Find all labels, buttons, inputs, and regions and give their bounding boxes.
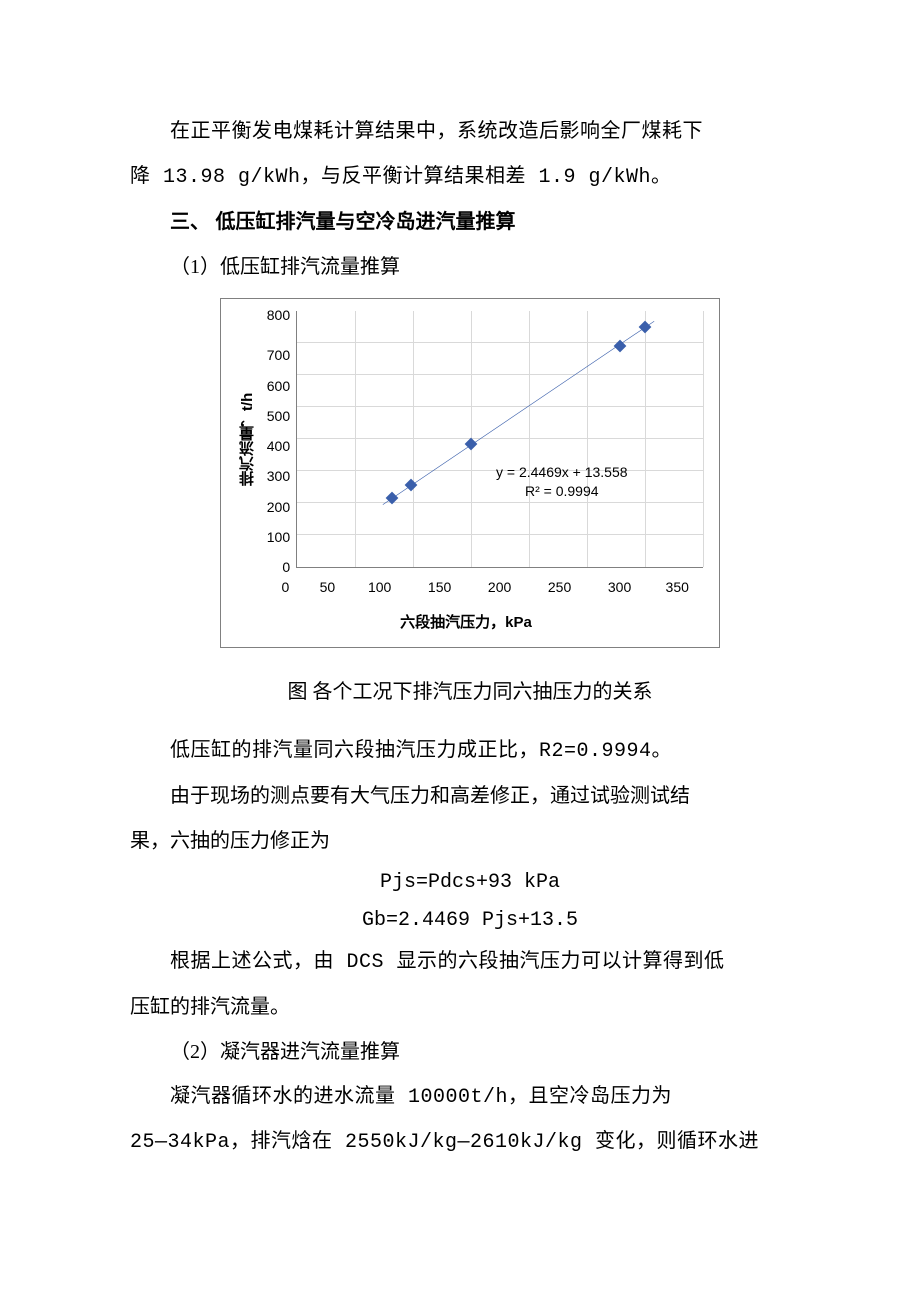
page: 在正平衡发电煤耗计算结果中，系统改造后影响全厂煤耗下 降 13.98 g/kWh…: [0, 0, 920, 1225]
xtick: 200: [488, 572, 511, 604]
scatter-chart: 排汽流量，t/h 800 700 600 500 400 300 200 100…: [220, 298, 720, 648]
chart-yticks: 800 700 600 500 400 300 200 100 0: [267, 311, 296, 567]
chart-container: 排汽流量，t/h 800 700 600 500 400 300 200 100…: [220, 298, 720, 648]
para-3a: 由于现场的测点要有大气压力和高差修正，通过试验测试结: [130, 774, 810, 819]
xtick: 300: [608, 572, 631, 604]
subheading-2: （2）凝汽器进汽流量推算: [130, 1030, 810, 1075]
para-3b: 果，六抽的压力修正为: [130, 819, 810, 864]
heading-3: 三、 低压缸排汽量与空冷岛进汽量推算: [130, 200, 810, 245]
xtick: 150: [428, 572, 451, 604]
xtick: 100: [368, 572, 391, 604]
ytick: 100: [267, 530, 290, 544]
para-4b: 压缸的排汽流量。: [130, 985, 810, 1030]
ytick: 400: [267, 439, 290, 453]
chart-xticks: 0 50 100 150 200 250 300 350: [283, 572, 703, 604]
xtick: 250: [548, 572, 571, 604]
para-1a: 在正平衡发电煤耗计算结果中，系统改造后影响全厂煤耗下: [130, 110, 810, 155]
xtick: 350: [666, 572, 689, 604]
chart-equation: y = 2.4469x + 13.558 R² = 0.9994: [496, 463, 628, 501]
para-5b: 25—34kPa，排汽焓在 2550kJ/kg—2610kJ/kg 变化，则循环…: [130, 1120, 810, 1165]
ytick: 500: [267, 409, 290, 423]
ytick: 700: [267, 348, 290, 362]
formula-2: Gb=2.4469 Pjs+13.5: [130, 902, 810, 940]
para-1b: 降 13.98 g/kWh，与反平衡计算结果相差 1.9 g/kWh。: [130, 155, 810, 200]
ytick: 800: [267, 308, 290, 322]
subheading-1: （1）低压缸排汽流量推算: [130, 245, 810, 290]
chart-plot-area: y = 2.4469x + 13.558 R² = 0.9994: [296, 311, 703, 568]
chart-ylabel: 排汽流量，t/h: [229, 311, 267, 568]
ytick: 300: [267, 469, 290, 483]
ytick: 200: [267, 500, 290, 514]
para-4a: 根据上述公式，由 DCS 显示的六段抽汽压力可以计算得到低: [130, 940, 810, 985]
xtick: 0: [281, 572, 289, 604]
eq-line1: y = 2.4469x + 13.558: [496, 463, 628, 482]
chart-caption: 图 各个工况下排汽压力同六抽压力的关系: [130, 670, 810, 715]
chart-xlabel: 六段抽汽压力，kPa: [229, 606, 703, 640]
ytick: 600: [267, 379, 290, 393]
para-2: 低压缸的排汽量同六段抽汽压力成正比，R2=0.9994。: [130, 729, 810, 774]
xtick: 50: [320, 572, 336, 604]
formula-1: Pjs=Pdcs+93 kPa: [130, 864, 810, 902]
eq-line2: R² = 0.9994: [496, 482, 628, 501]
para-5a: 凝汽器循环水的进水流量 10000t/h，且空冷岛压力为: [130, 1075, 810, 1120]
